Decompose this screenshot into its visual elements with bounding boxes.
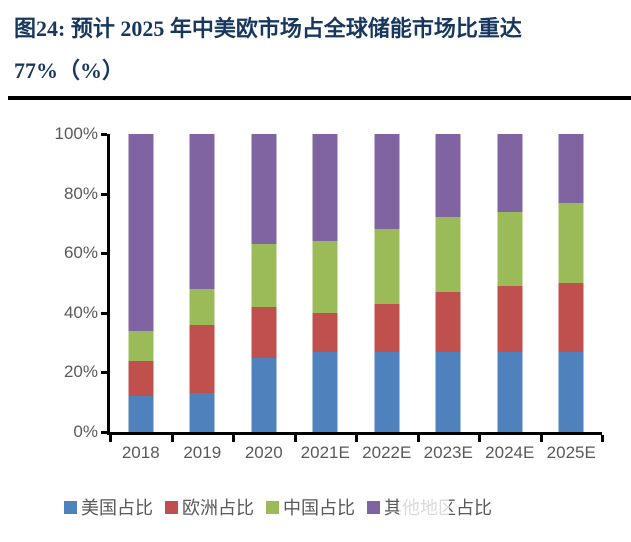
bar-segment-其他地区占比 xyxy=(435,134,461,218)
x-tick-label-2020: 2020 xyxy=(244,443,283,462)
legend-label: 其他地区占比 xyxy=(384,498,492,518)
x-tick-mark xyxy=(293,435,297,442)
legend: 美国占比 欧洲占比 中国占比 其他地区占比 xyxy=(64,494,492,520)
bar-segment-其他地区占比 xyxy=(312,134,338,242)
y-tick-label: 20% xyxy=(63,362,98,382)
bar-segment-美国占比 xyxy=(251,357,277,432)
bar-segment-欧洲占比 xyxy=(558,283,584,352)
bar-column-2019 xyxy=(172,134,234,432)
x-tick-label-2021E: 2021E xyxy=(300,443,350,462)
bar-segment-美国占比 xyxy=(128,396,154,432)
y-tick-label: 80% xyxy=(63,183,98,203)
bar-segment-欧洲占比 xyxy=(128,360,154,397)
bar-segment-欧洲占比 xyxy=(374,303,400,352)
y-tick-mark xyxy=(101,252,107,256)
legend-swatch xyxy=(165,500,178,514)
bar-segment-中国占比 xyxy=(251,244,277,307)
bar-segment-中国占比 xyxy=(128,330,154,361)
figure-title-line2: 77%（%） xyxy=(14,58,125,83)
y-tick-mark xyxy=(101,431,107,434)
x-axis-labels: 2018 2019 2020 2021E 2022E 2023E 2024E 2025E xyxy=(110,443,602,463)
bar-segment-中国占比 xyxy=(374,229,400,304)
legend-item-美国占比: 美国占比 xyxy=(64,494,153,520)
bar-segment-欧洲占比 xyxy=(435,291,461,352)
bar-segment-欧洲占比 xyxy=(497,286,523,352)
legend-item-其他地区占比: 其他地区占比 xyxy=(367,494,492,520)
x-tick-mark xyxy=(416,435,420,442)
x-tick-label-2019: 2019 xyxy=(183,443,222,462)
stacked-bar-2020 xyxy=(251,134,277,432)
bar-segment-美国占比 xyxy=(312,351,338,432)
bar-column-2024E xyxy=(479,134,541,432)
bar-segment-美国占比 xyxy=(435,351,461,432)
bar-column-2025E xyxy=(541,134,603,432)
x-tick-mark xyxy=(478,435,481,442)
legend-label: 欧洲占比 xyxy=(182,498,254,518)
x-tick-mark xyxy=(232,435,235,442)
y-tick-mark xyxy=(101,192,107,196)
bars-row xyxy=(110,134,602,432)
figure-title-line1: 图24: 预计 2025 年中美欧市场占全球储能市场比重达 xyxy=(14,16,522,41)
x-tick-mark xyxy=(601,435,604,442)
bar-segment-中国占比 xyxy=(497,211,523,286)
x-tick-mark xyxy=(539,435,543,442)
x-tick-label-2018: 2018 xyxy=(121,443,160,462)
legend-label: 中国占比 xyxy=(283,498,355,518)
x-tick-mark xyxy=(355,435,358,442)
x-tick-label-2024E: 2024E xyxy=(485,443,535,462)
stacked-bar-2024E xyxy=(497,134,523,432)
y-axis-labels: 0% 20% 40% 60% 80% 100% xyxy=(30,124,98,441)
x-tick-label-2022E: 2022E xyxy=(362,443,412,462)
legend-swatch xyxy=(367,500,380,514)
y-tick-label: 100% xyxy=(54,124,98,143)
y-tick-mark xyxy=(101,133,107,136)
y-tick-label: 60% xyxy=(63,243,98,263)
stacked-bar-2022E xyxy=(374,134,400,432)
stacked-bar-2023E xyxy=(435,134,461,432)
legend-item-中国占比: 中国占比 xyxy=(266,494,355,520)
x-tick-mark xyxy=(170,435,174,442)
x-tick-label-2025E: 2025E xyxy=(546,443,596,462)
legend-swatch xyxy=(64,500,77,514)
y-tick-mark xyxy=(101,371,107,375)
x-tick-label-2023E: 2023E xyxy=(423,443,473,462)
plot-area xyxy=(101,133,604,442)
bar-segment-其他地区占比 xyxy=(189,134,215,289)
stacked-bar-2021E xyxy=(312,134,338,432)
bar-column-2021E xyxy=(295,134,357,432)
bar-segment-欧洲占比 xyxy=(312,312,338,352)
legend-item-欧洲占比: 欧洲占比 xyxy=(165,494,254,520)
bar-segment-中国占比 xyxy=(189,288,215,325)
bar-segment-其他地区占比 xyxy=(497,134,523,212)
bar-segment-中国占比 xyxy=(312,241,338,313)
y-tick-mark xyxy=(101,311,107,315)
bar-segment-欧洲占比 xyxy=(189,324,215,394)
bar-column-2018 xyxy=(110,134,172,432)
bar-segment-其他地区占比 xyxy=(251,134,277,245)
y-tick-label: 40% xyxy=(63,302,98,322)
bar-segment-其他地区占比 xyxy=(374,134,400,230)
bar-segment-其他地区占比 xyxy=(558,134,584,203)
bar-segment-美国占比 xyxy=(189,393,215,432)
bar-column-2023E xyxy=(418,134,480,432)
bar-segment-欧洲占比 xyxy=(251,306,277,358)
bar-segment-美国占比 xyxy=(558,351,584,432)
title-divider-rule xyxy=(8,96,631,100)
bar-segment-美国占比 xyxy=(497,351,523,432)
bar-segment-中国占比 xyxy=(558,202,584,284)
bar-segment-美国占比 xyxy=(374,351,400,432)
bar-segment-中国占比 xyxy=(435,217,461,292)
legend-swatch xyxy=(266,500,279,514)
stacked-bar-2025E xyxy=(558,134,584,432)
legend-label: 美国占比 xyxy=(81,498,153,518)
bar-segment-其他地区占比 xyxy=(128,134,154,331)
figure-title: 图24: 预计 2025 年中美欧市场占全球储能市场比重达 77%（%） xyxy=(14,8,622,92)
x-tick-mark xyxy=(109,435,112,442)
y-tick-label: 0% xyxy=(73,422,98,441)
bar-column-2022E xyxy=(356,134,418,432)
stacked-bar-2018 xyxy=(128,134,154,432)
bar-column-2020 xyxy=(233,134,295,432)
stacked-bar-2019 xyxy=(189,134,215,432)
